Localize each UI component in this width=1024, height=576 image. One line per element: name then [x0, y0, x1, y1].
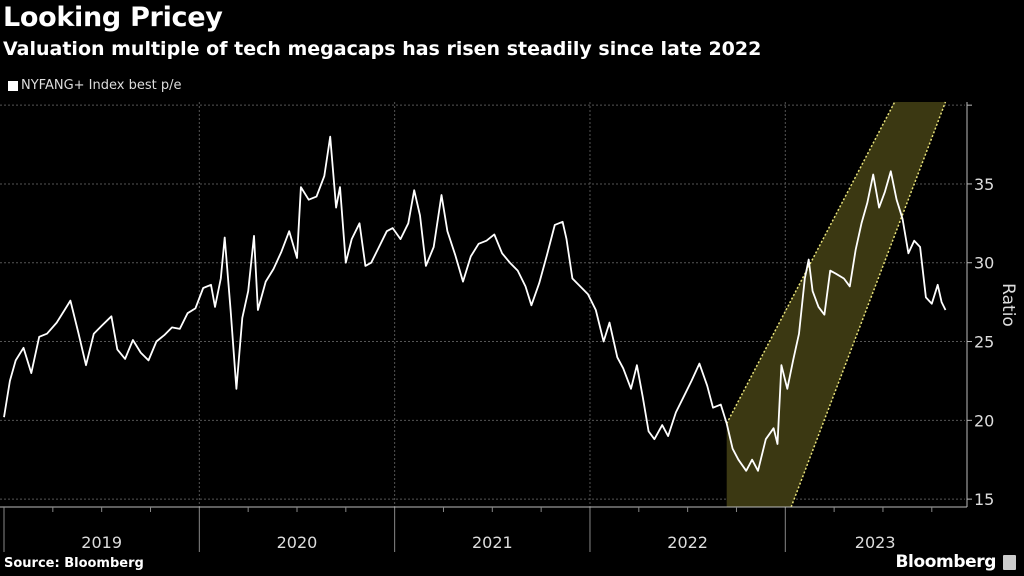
x-tick-label: 2023 [855, 533, 896, 552]
legend-swatch [8, 80, 18, 91]
legend-label: NYFANG+ Index best p/e [21, 78, 182, 93]
source-note: Source: Bloomberg [4, 556, 144, 571]
channel-upper-edge [726, 101, 896, 424]
y-tick-label: 20 [974, 411, 994, 430]
x-tick-label: 2020 [277, 533, 318, 552]
channel-lower-edge [790, 101, 947, 508]
bloomberg-logo: Bloomberg [895, 552, 996, 572]
chart-subtitle: Valuation multiple of tech megacaps has … [3, 38, 762, 60]
trend-channel [726, 102, 946, 507]
series-line-nyfang-pe [3, 135, 947, 472]
y-tick-label: 25 [974, 333, 994, 352]
y-tick-label: 15 [974, 490, 994, 509]
y-tick-label: 30 [974, 254, 994, 273]
x-tick-label: 2021 [472, 533, 513, 552]
y-axis-title: Ratio [998, 283, 1018, 327]
x-tick-label: 2022 [667, 533, 708, 552]
bloomberg-chart-icon [1003, 555, 1016, 570]
chart-title: Looking Pricey [3, 2, 223, 33]
y-tick-label: 35 [974, 175, 994, 194]
legend: NYFANG+ Index best p/e [8, 78, 181, 93]
x-tick-label: 2019 [81, 533, 122, 552]
